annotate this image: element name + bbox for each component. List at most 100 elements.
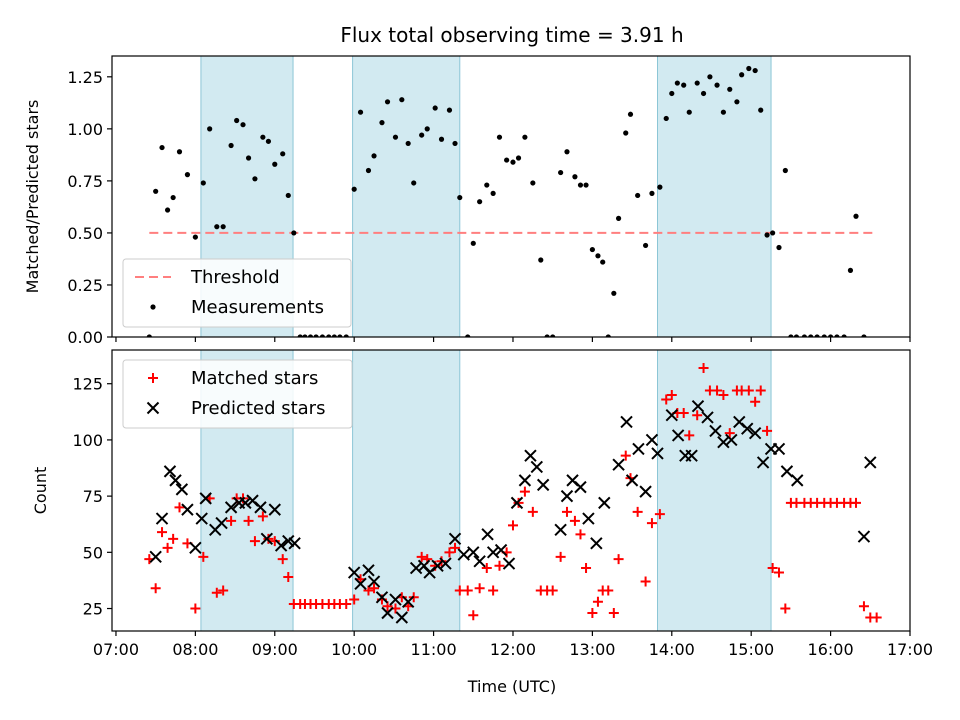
predicted-stars-point [401, 595, 415, 608]
predicted-stars-point [748, 426, 762, 440]
matched-stars-point [762, 425, 773, 436]
measurement-point [146, 334, 152, 337]
measurement-point [611, 290, 617, 296]
matched-stars-point [555, 551, 566, 562]
predicted-stars-point [169, 474, 182, 487]
matched-stars-point [698, 362, 709, 373]
matched-stars-point [416, 551, 427, 562]
measurement-point [577, 182, 584, 188]
y-tick-label: 0.00 [67, 328, 103, 347]
matched-stars-point [718, 389, 729, 400]
measurement-point [834, 334, 840, 337]
predicted-stars-point [717, 435, 730, 449]
legend-label: Predicted stars [191, 398, 325, 419]
matched-stars-point [767, 563, 778, 574]
measurement-point [550, 334, 556, 337]
y-tick-label: 1.25 [67, 68, 103, 87]
predicted-stars-point [524, 449, 537, 462]
measurement-point [272, 161, 278, 167]
predicted-stars-point [260, 532, 274, 546]
measurement-point [734, 99, 740, 105]
axes-frame [111, 349, 911, 632]
measurement-point [331, 334, 337, 337]
measurement-point [515, 155, 522, 161]
matched-stars-point [646, 518, 657, 529]
x-axis-label: Time (UTC) [467, 677, 556, 696]
matched-stars-point [569, 515, 580, 526]
predicted-stars-point [362, 564, 375, 577]
predicted-stars-point [395, 611, 409, 624]
predicted-stars-point [268, 503, 281, 516]
measurement-point [564, 149, 570, 155]
matched-stars-point [592, 596, 603, 607]
matched-stars-point [257, 511, 268, 522]
shaded-region [656, 56, 772, 337]
measurement-point [674, 80, 680, 86]
predicted-stars-point [620, 415, 633, 429]
legend: Matched stars Predicted stars [122, 359, 353, 429]
matched-stars-point [632, 506, 643, 517]
measurement-point [200, 180, 206, 186]
matched-stars-point [363, 585, 374, 596]
matched-stars-point [527, 506, 538, 517]
measurement-point [419, 132, 425, 138]
matched-stars-point [507, 520, 518, 531]
measurement-point [814, 334, 820, 337]
matched-stars-point [858, 601, 869, 612]
matched-stars-point [780, 603, 791, 614]
measurement-point [522, 134, 528, 140]
shaded-region [352, 56, 461, 337]
predicted-stars-point [518, 474, 532, 487]
matched-stars-point [450, 542, 461, 553]
matched-stars-point [488, 585, 499, 596]
matched-stars-point [341, 599, 352, 610]
measurement-point [752, 67, 758, 74]
y-tick-label: 0.50 [67, 224, 103, 243]
measurement-point [365, 167, 372, 174]
predicted-stars-point [651, 447, 664, 460]
measurement-point [245, 155, 252, 161]
measurement-point [405, 140, 411, 147]
matched-stars-point [684, 430, 695, 441]
measurement-point [164, 207, 171, 213]
predicted-stars-point [530, 460, 544, 474]
matched-stars-point [190, 603, 201, 614]
legend-predicted-swatch [146, 401, 160, 415]
matched-stars-point [263, 533, 274, 544]
measurement-point [214, 224, 220, 230]
measurement-point [793, 334, 800, 337]
matched-stars-point [575, 529, 586, 540]
predicted-stars-point [691, 399, 705, 413]
predicted-stars-point [741, 422, 754, 435]
matched-stars-point [547, 585, 558, 596]
legend-label: Measurements [191, 297, 324, 318]
measurement-point [558, 169, 564, 176]
y-tick-label: 0.75 [67, 172, 103, 191]
matched-stars-point [211, 587, 222, 598]
measurement-point [746, 65, 752, 72]
measurement-point [847, 267, 854, 273]
measurement-point [265, 138, 272, 144]
predicted-stars-point [536, 478, 550, 492]
shaded-region [656, 350, 772, 631]
measurement-point [720, 109, 727, 115]
predicted-stars-point [274, 539, 288, 552]
predicted-stars-point [612, 458, 625, 471]
measurement-point [192, 234, 198, 240]
predicted-stars-point [375, 591, 389, 604]
measurement-point [782, 167, 788, 174]
legend-matched-swatch [148, 373, 158, 383]
measurement-point [280, 151, 286, 157]
measurement-point [615, 215, 622, 221]
measurement-point [707, 74, 713, 80]
chart-title: Flux total observing time = 3.91 h [340, 23, 683, 47]
predicted-stars-point [224, 501, 238, 514]
predicted-stars-point [685, 449, 698, 462]
matched-stars-point [494, 560, 505, 571]
y-tick-label: 1.00 [67, 120, 103, 139]
measurement-point [544, 334, 550, 337]
measurement-point [170, 194, 176, 201]
predicted-stars-point [582, 512, 595, 525]
matched-stars-point [640, 576, 651, 587]
y-tick-label: 125 [72, 375, 103, 394]
